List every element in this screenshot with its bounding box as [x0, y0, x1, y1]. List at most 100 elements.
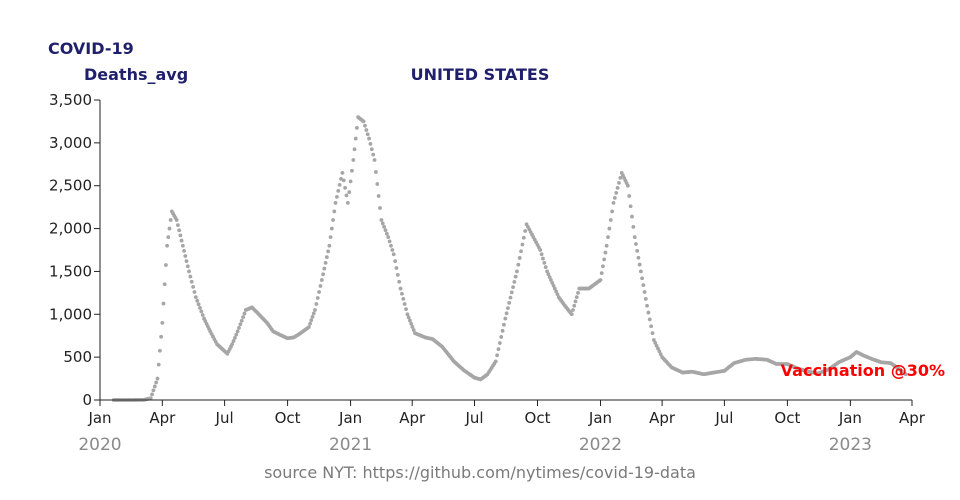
- data-point: [610, 209, 615, 214]
- data-point: [239, 318, 244, 323]
- data-point: [638, 269, 643, 274]
- data-point: [402, 302, 407, 306]
- data-point: [154, 380, 159, 385]
- data-point: [606, 235, 610, 240]
- data-point: [401, 296, 406, 301]
- data-point: [617, 180, 621, 185]
- x-tick-label: Jan: [838, 409, 862, 427]
- data-point: [363, 123, 367, 128]
- data-point: [571, 308, 575, 312]
- data-point: [634, 242, 638, 246]
- data-point: [324, 255, 329, 260]
- data-point: [572, 303, 577, 308]
- data-point: [341, 178, 346, 183]
- data-point: [636, 255, 641, 260]
- data-point: [574, 295, 579, 300]
- data-point: [376, 194, 381, 198]
- x-tick-label: Apr: [649, 409, 676, 427]
- data-point: [539, 252, 544, 257]
- data-point: [499, 335, 504, 339]
- data-point: [646, 310, 651, 315]
- data-point: [199, 309, 204, 314]
- data-point: [179, 238, 184, 243]
- data-point: [555, 292, 560, 297]
- data-point: [176, 223, 180, 228]
- data-point: [196, 302, 201, 307]
- data-point: [651, 338, 656, 342]
- data-point: [311, 311, 316, 316]
- data-point: [230, 342, 235, 347]
- data-point: [185, 264, 190, 269]
- data-point: [387, 239, 392, 244]
- data-point: [502, 322, 506, 327]
- data-point: [317, 290, 321, 294]
- data-point: [367, 136, 371, 141]
- data-point: [306, 325, 311, 330]
- data-point: [353, 136, 358, 141]
- data-point: [618, 175, 623, 180]
- data-point: [543, 265, 548, 270]
- data-point: [406, 315, 411, 320]
- data-point: [394, 266, 399, 270]
- data-point: [344, 193, 349, 198]
- data-point: [625, 183, 630, 188]
- x-tick-label: Oct: [774, 409, 800, 427]
- y-tick-label: 2,000: [49, 220, 92, 238]
- data-point: [386, 235, 391, 240]
- data-point: [343, 185, 348, 190]
- data-point: [645, 303, 649, 308]
- data-point: [322, 266, 327, 271]
- data-point: [547, 275, 552, 280]
- metric-title: COVID-19: [48, 39, 134, 58]
- data-point: [187, 269, 191, 274]
- x-axis: Jan Apr Jul Oct Jan Apr Jul Oct Jan Apr Jul Oct Jan A…: [87, 400, 926, 427]
- data-point: [509, 290, 514, 295]
- data-point: [372, 158, 377, 162]
- data-point: [628, 204, 633, 209]
- data-point: [410, 324, 415, 329]
- data-point: [405, 312, 410, 317]
- data-point: [328, 235, 333, 240]
- data-point: [550, 280, 555, 285]
- data-point: [241, 315, 245, 320]
- data-point: [155, 376, 160, 381]
- data-point: [347, 190, 352, 195]
- data-point: [232, 335, 237, 340]
- data-point: [163, 263, 168, 267]
- data-point: [174, 218, 179, 222]
- data-point: [521, 235, 526, 240]
- metric-subtitle: Deaths_avg: [84, 65, 188, 84]
- data-point: [598, 278, 603, 282]
- data-point: [503, 316, 508, 321]
- data-point: [495, 353, 499, 358]
- data-point: [148, 396, 153, 401]
- data-point: [398, 286, 403, 291]
- data-point: [393, 259, 397, 264]
- y-tick-label: 0: [82, 391, 92, 409]
- data-point: [630, 214, 634, 219]
- data-point: [337, 182, 342, 187]
- data-point: [365, 132, 370, 137]
- data-point: [375, 182, 380, 186]
- data-point: [364, 128, 369, 132]
- data-point: [643, 296, 648, 301]
- data-point: [165, 243, 169, 248]
- data-point: [313, 308, 317, 312]
- data-point: [162, 282, 167, 287]
- data-point: [601, 264, 605, 269]
- x-tick-label: Jan: [87, 409, 111, 427]
- data-point: [188, 274, 193, 279]
- data-point: [642, 290, 647, 294]
- data-point: [608, 218, 613, 222]
- data-point: [180, 243, 185, 248]
- data-point: [193, 295, 198, 300]
- data-point: [599, 271, 604, 276]
- data-point: [348, 179, 353, 184]
- y-tick-label: 3,000: [49, 134, 92, 152]
- data-point: [512, 280, 517, 284]
- data-point: [649, 324, 654, 329]
- data-point: [602, 257, 607, 262]
- data-point: [603, 250, 608, 255]
- data-point: [191, 284, 196, 289]
- data-point: [369, 147, 374, 152]
